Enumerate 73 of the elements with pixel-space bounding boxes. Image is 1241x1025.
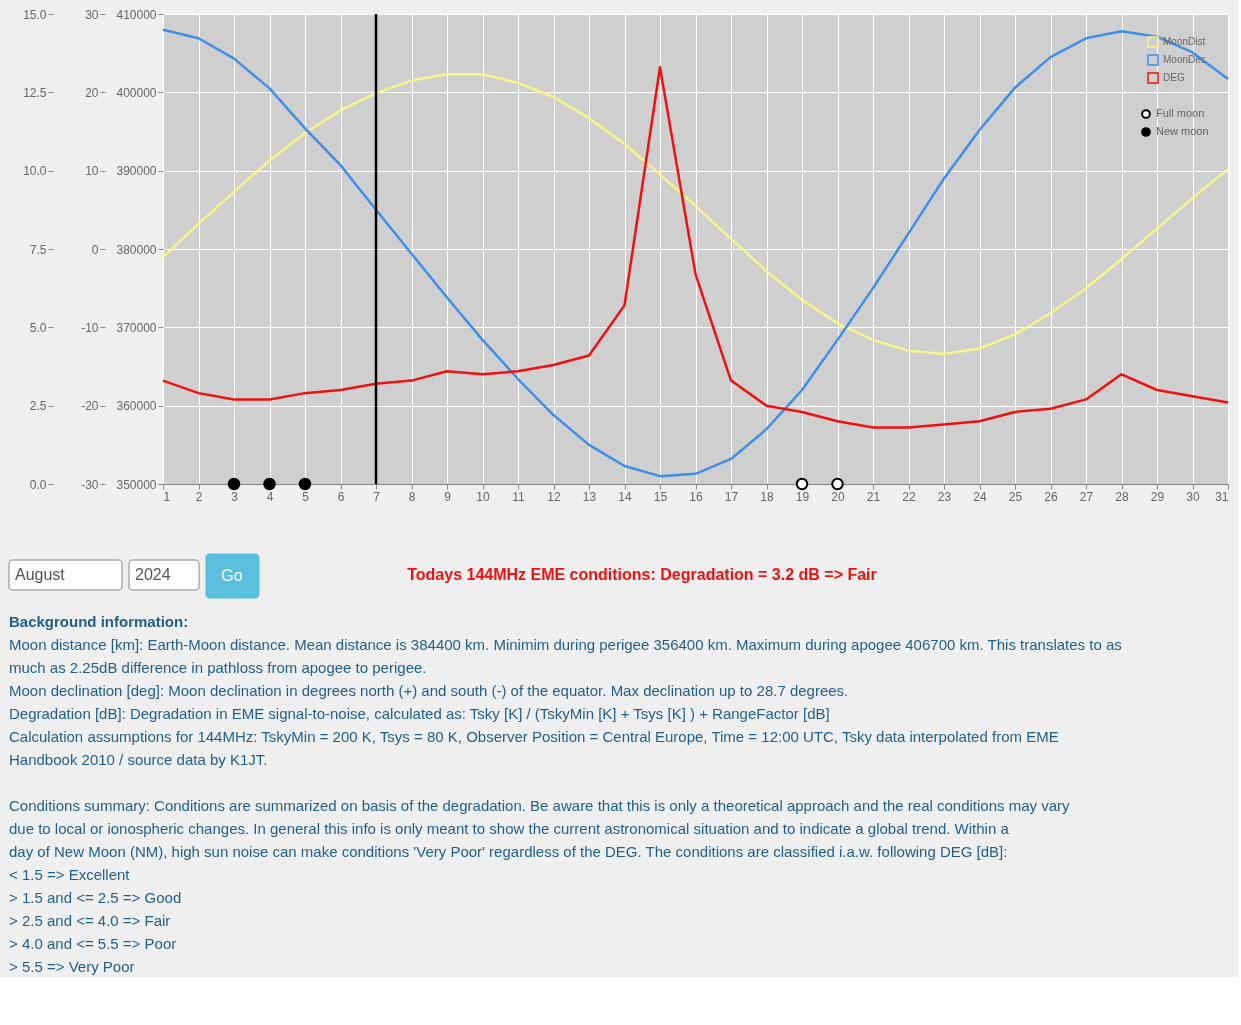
text: Moon declination [deg]: Moon declination in degrees north (+) and south (-) of the equator. Max declination up to 28.7 degrees. (9, 682, 849, 699)
text: Go (221, 567, 243, 584)
y-tick-label: 0.0 (29, 477, 47, 492)
x-tick-label: 19 (795, 489, 810, 504)
line-series (161, 66, 1230, 429)
text: < 1.5 => Excellent (9, 866, 131, 883)
y-tick-label: 5.0 (29, 320, 47, 335)
legend-label: DEG (1163, 72, 1185, 83)
x-tick-label: 23 (937, 489, 952, 504)
x-tick-label: 14 (618, 489, 632, 504)
text: Todays 144MHz EME conditions: Degradation = 3.2 dB => Fair (407, 566, 877, 583)
legend-label: New moon (1156, 125, 1209, 137)
y2-tick-label: 10 (85, 164, 99, 179)
x-tick-label: 1 (163, 489, 171, 504)
text: Calculation assumptions for 144MHz: TskyMin = 200 K, Tsys = 80 K, Observer Position = Central Europe, Time = 12:00 UTC, Tsky data interpolated from EME Handbook 2010 / source data by K1JT. (9, 728, 1059, 768)
y-tick-label: 2.5 (29, 399, 47, 414)
legend-label: Full moon (1156, 107, 1205, 119)
x-tick-label: 6 (337, 489, 345, 504)
text: August (15, 566, 66, 583)
text: > 2.5 and <= 4.0 => Fair (9, 912, 171, 929)
y3-tick-label: 390000 (116, 164, 157, 179)
line-series (161, 28, 1230, 478)
x-tick-label: 4 (266, 489, 274, 504)
y2-tick-label: 20 (85, 85, 99, 100)
x-tick-label: 18 (760, 489, 774, 504)
x-tick-label: 21 (866, 489, 881, 504)
x-tick-label: 9 (444, 489, 452, 504)
x-tick-label: 8 (408, 489, 416, 504)
y-tick-label: 7.5 (29, 242, 47, 257)
text: Conditions summary: Conditions are summarized on basis of the degradation. Be aware that this is only a theoretical approach and the real conditions may vary due to local or ionospheric changes. In general this info is only meant to show the current astronomical situation and to indicate a global trend. Within a day of New Moon (NM), high sun noise can make conditions 'Very Poor' regardless of the DEG. The conditions are classified i.a.w. following DEG [dB]: (9, 797, 1071, 860)
y3-tick-label: 380000 (116, 242, 157, 257)
x-tick-label: 26 (1044, 489, 1058, 504)
text: > 1.5 and <= 2.5 => Good (9, 889, 182, 906)
y2-tick-label: 0 (91, 242, 99, 257)
x-tick-label: 31 (1215, 489, 1229, 504)
x-tick-label: 2 (195, 489, 203, 504)
y2-tick-label: -20 (81, 399, 99, 414)
x-tick-label: 5 (302, 489, 310, 504)
x-tick-label: 17 (724, 489, 739, 504)
x-tick-label: 11 (512, 489, 526, 504)
x-tick-label: 10 (476, 489, 490, 504)
x-tick-label: 22 (902, 489, 916, 504)
text: 2024 (135, 566, 171, 583)
y-tick-label: 15.0 (23, 7, 47, 22)
y2-tick-label: -10 (81, 320, 99, 335)
y-tick-label: 10.0 (23, 164, 47, 179)
y3-tick-label: 370000 (116, 320, 157, 335)
x-tick-label: 12 (547, 489, 561, 504)
text: Background information: (9, 613, 189, 630)
text: Degradation [dB]: Degradation in EME signal-to-noise, calculated as: Tsky [K] / (TskyMin [K] + Tsys [K] ) + RangeFactor [dB] (9, 705, 830, 722)
text: > 5.5 => Very Poor (9, 958, 135, 975)
x-tick-label: 13 (582, 489, 597, 504)
text: > 4.0 and <= 5.5 => Poor (9, 935, 177, 952)
y2-tick-label: 30 (85, 7, 99, 22)
y3-tick-label: 400000 (116, 85, 157, 100)
line-series (161, 73, 1230, 356)
y3-tick-label: 350000 (116, 477, 157, 492)
x-tick-label: 7 (373, 489, 381, 504)
x-tick-label: 3 (231, 489, 239, 504)
y2-tick-label: -30 (81, 477, 99, 492)
x-tick-label: 27 (1079, 489, 1094, 504)
x-tick-label: 29 (1150, 489, 1165, 504)
x-tick-label: 15 (653, 489, 668, 504)
y3-tick-label: 360000 (116, 399, 157, 414)
x-tick-label: 28 (1115, 489, 1129, 504)
x-tick-label: 20 (831, 489, 845, 504)
x-tick-label: 24 (973, 489, 987, 504)
text: Moon distance [km]: Earth-Moon distance. Mean distance is 384400 km. Minimim during perigee 356400 km. Maximum during apogee 406700 km. This translates to as much as 2.25dB difference in pathloss from apogee to perigee. (9, 636, 1122, 676)
y-tick-label: 12.5 (23, 85, 47, 100)
y3-tick-label: 410000 (116, 7, 157, 22)
x-tick-label: 25 (1008, 489, 1023, 504)
x-tick-label: 30 (1186, 489, 1200, 504)
x-tick-label: 16 (689, 489, 703, 504)
